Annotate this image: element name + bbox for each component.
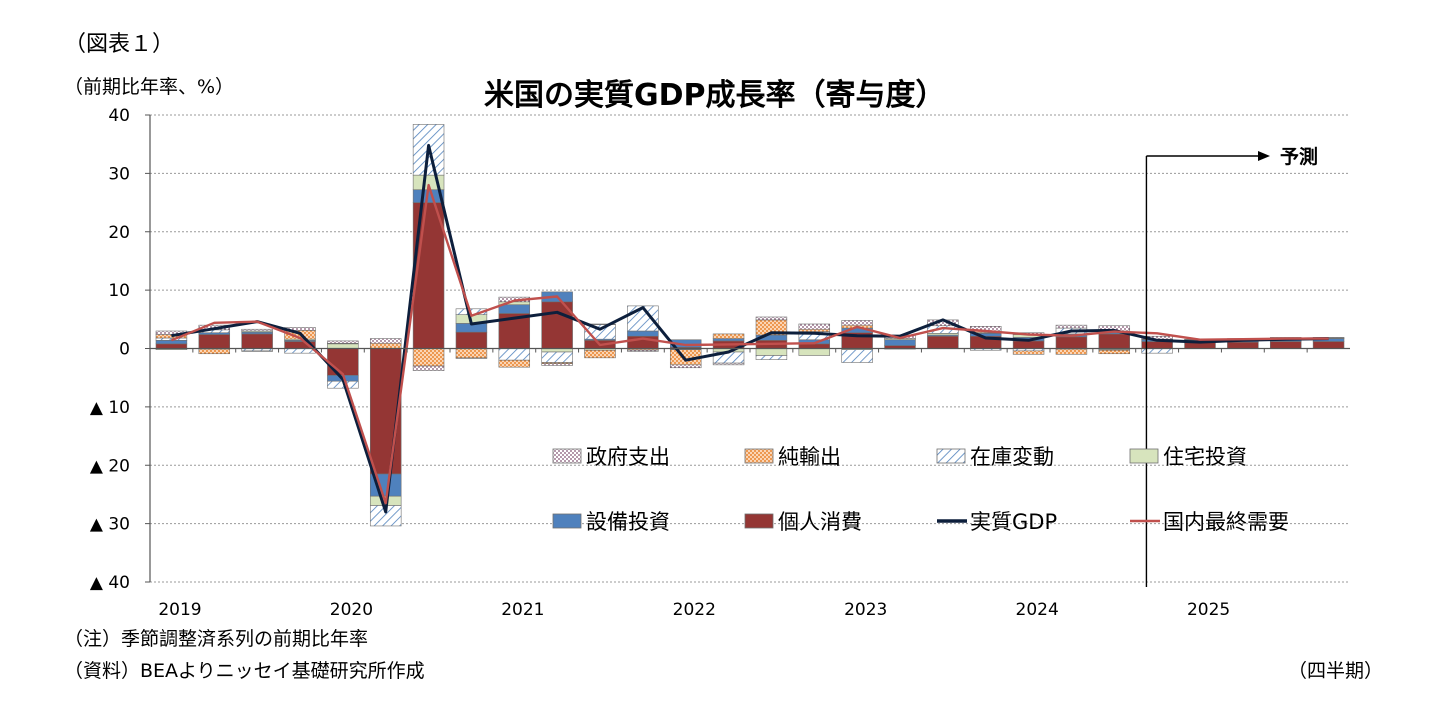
bar-segment [369,342,402,349]
bar-segment [927,335,959,349]
bar-segment [755,316,788,321]
bar-segment [541,351,573,363]
series-line [171,143,1329,514]
legend-label: 実質GDP [970,510,1057,534]
legend-swatch [552,513,582,529]
bar-segment [455,348,488,359]
y-tick-label: 10 [108,281,130,301]
bar-segment [455,331,488,349]
forecast-arrowhead [1258,151,1270,161]
x-tick-label: 2019 [158,600,201,620]
bar-segment [241,333,273,349]
bar-segment [1098,349,1131,355]
bar-segment [1312,341,1345,349]
y-tick-label: ▲ 10 [90,398,130,418]
bar-segment [498,304,531,314]
bar-segment [1012,350,1045,355]
y-axis-unit-label: （前期比年率、%） [64,76,235,98]
figure-label: （図表１） [64,32,175,57]
bar-segment [241,350,273,352]
bar-segment [155,343,188,349]
bar-segment [1055,324,1088,329]
legend-swatch [744,448,774,464]
bar-segment [627,349,659,352]
bar-segment [755,355,788,360]
bar-segment [327,340,359,344]
bar-segment [241,328,273,332]
bar-segment [369,338,402,344]
bar-segment [798,328,831,332]
legend-swatch [936,448,966,464]
bar-segment [1055,336,1088,349]
bar-segment [327,343,359,349]
y-tick-label: ▲ 40 [90,573,130,593]
bar-segment [1098,333,1131,349]
bar-segment [412,202,445,349]
bar-segment [1012,340,1045,349]
y-tick-label: ▲ 30 [90,515,130,535]
bar-segment [1055,348,1088,355]
x-tick-label: 2022 [673,600,716,620]
forecast-marker: 予測 [1145,145,1318,587]
bar-segment [712,362,745,366]
forecast-label: 予測 [1280,145,1318,168]
legend-label: 在庫変動 [970,445,1054,469]
axes: 40 30 20 10 0 ▲ 10 ▲ 20 ▲ 30 ▲ 40 2019 2020 2021 202… [90,106,1350,620]
source-note: （資料）BEAよりニッセイ基礎研究所作成 [64,660,425,682]
y-tick-label: ▲ 20 [90,456,130,476]
bar-segment [498,348,531,361]
bar-segment [412,365,445,371]
bar-segment [198,334,231,349]
bar-segment [884,339,916,346]
x-tick-label: 2021 [501,600,544,620]
x-axis-unit-label: （四半期） [1288,660,1384,682]
bar-segment [541,363,573,366]
y-tick-label: 30 [108,164,130,184]
bar-segment [498,359,531,368]
legend-swatch [1129,448,1159,464]
legend-swatch [552,448,582,464]
bar-segment [841,349,873,363]
gridlines [150,114,1350,583]
y-tick-label: 20 [108,223,130,243]
x-tick-label: 2020 [330,600,373,620]
bar-segment [584,349,616,359]
bar-segment [669,364,702,369]
chart-title: 米国の実質GDP成長率（寄与度） [484,78,946,113]
bar-segment [155,340,188,345]
x-tick-label: 2025 [1187,600,1230,620]
bar-segment [412,348,445,367]
bar-segment [798,323,831,330]
legend-label: 設備投資 [586,510,670,534]
bar-segment [1269,341,1302,349]
bar-segment [284,348,316,354]
legend-label: 国内最終需要 [1163,510,1289,534]
legend-label: 住宅投資 [1163,445,1247,469]
legend-label: 個人消費 [778,510,862,534]
bar-segment [841,320,873,326]
y-tick-label: 40 [108,106,130,126]
bar-segment [327,348,359,376]
bar-segment [798,348,831,356]
series-line [170,183,1329,505]
bar-segment [712,338,745,342]
x-tick-label: 2023 [844,600,887,620]
line-series [170,143,1329,514]
legend-label: 政府支出 [586,445,670,469]
bar-segment [627,330,659,337]
footnote: （注）季節調整済系列の前期比年率 [64,628,369,650]
bar-segment [198,348,231,355]
legend-swatch [744,513,774,529]
bar-segment [712,333,745,339]
bar-segment [755,348,788,356]
legend-label: 純輸出 [778,445,841,469]
y-tick-label: 0 [119,340,130,360]
bar-segment [1227,341,1259,349]
bar-segment [455,357,488,359]
x-tick-label: 2024 [1016,600,1059,620]
